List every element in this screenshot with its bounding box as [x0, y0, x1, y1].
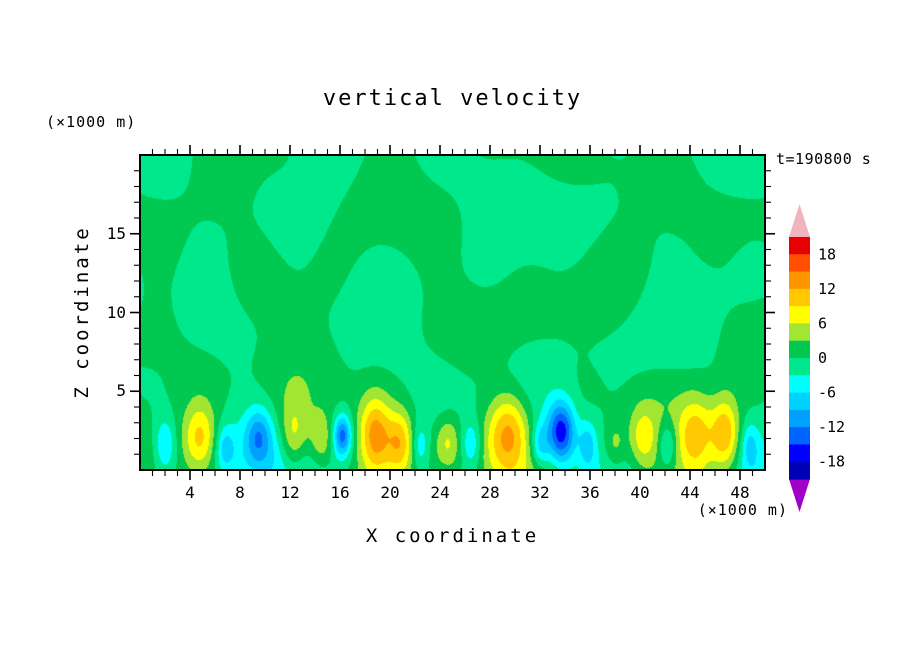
x-tick-label: 4 — [185, 483, 195, 502]
z-tick-label: 15 — [106, 223, 126, 243]
x-tick-label: 40 — [630, 483, 650, 502]
x-tick-label: 36 — [580, 483, 600, 502]
colorbar-bottom-tip — [789, 479, 810, 512]
colorbar-band — [789, 254, 810, 273]
x-tick-label: 20 — [380, 483, 400, 502]
colorbar-band — [789, 409, 810, 428]
colorbar-band — [789, 237, 810, 255]
colorbar-band — [789, 358, 810, 376]
colorbar-band — [789, 427, 810, 446]
chart-title: vertical velocity — [322, 86, 583, 111]
colorbar-tick-label: -12 — [818, 418, 845, 436]
x-tick-label: 48 — [730, 483, 750, 502]
x-tick-label: 32 — [530, 483, 550, 502]
colorbar-band — [789, 444, 810, 463]
colorbar-tick-label: 12 — [818, 280, 836, 298]
x-tick-label: 12 — [280, 483, 300, 502]
colorbar-band — [789, 306, 810, 325]
z-tick-label: 10 — [106, 302, 126, 322]
x-tick-label: 16 — [330, 483, 350, 502]
time-annotation: t=190800 s — [776, 150, 872, 168]
colorbar-band — [789, 340, 810, 359]
colorbar-band — [789, 392, 810, 411]
colorbar-band — [789, 271, 810, 290]
colorbar-tick-label: -18 — [818, 453, 845, 471]
colorbar-band — [789, 461, 810, 480]
x-tick-label: 44 — [680, 483, 700, 502]
contour-field — [140, 155, 765, 470]
y-axis-units-label: (×1000 m) — [46, 113, 137, 131]
z-tick-label: 5 — [116, 381, 126, 401]
x-tick-label: 24 — [430, 483, 450, 502]
colorbar-band — [789, 323, 810, 342]
colorbar-band — [789, 375, 810, 394]
colorbar-tick-label: -6 — [818, 384, 836, 402]
colorbar-tick-label: 6 — [818, 314, 827, 332]
x-axis-title: X coordinate — [365, 525, 540, 547]
colorbar-tick-label: 0 — [818, 349, 827, 367]
x-tick-label: 28 — [480, 483, 500, 502]
colorbar-top-tip — [789, 204, 810, 237]
x-axis-units-label: (×1000 m) — [697, 501, 788, 519]
colorbar-tick-label: 18 — [818, 245, 836, 263]
x-tick-label: 8 — [235, 483, 245, 502]
colorbar-band — [789, 288, 810, 307]
